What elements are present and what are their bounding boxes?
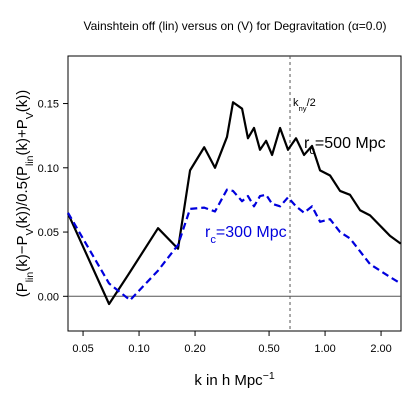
y-axis-label-part: (k)) <box>14 90 31 113</box>
series-label: rc=500 Mpc <box>304 135 386 157</box>
x-axis-label: k in h Mpc−1 <box>194 370 274 389</box>
x-tick-label: 0.50 <box>258 343 279 355</box>
y-axis-label-part: V <box>24 229 36 236</box>
series-label-part: c <box>309 145 315 157</box>
series-label-part: =300 Mpc <box>216 224 287 241</box>
y-tick-label: 0.15 <box>38 99 59 111</box>
plot-frame <box>67 55 402 332</box>
series-label-part: r <box>205 224 211 241</box>
series-line <box>67 188 402 302</box>
x-tick-label: 0.20 <box>184 343 205 355</box>
y-axis-label-part: lin <box>24 155 36 166</box>
x-tick-label: 1.00 <box>314 343 335 355</box>
x-tick-label: 0.10 <box>128 343 149 355</box>
x-tick-label: 0.05 <box>72 343 93 355</box>
y-axis-label-part: (k)−P <box>14 236 31 272</box>
y-tick-label: 0.05 <box>38 227 59 239</box>
y-tick-label: 0.00 <box>38 291 59 303</box>
y-tick-label: 0.10 <box>38 163 59 175</box>
nyquist-label: kny/2 <box>293 97 316 113</box>
series-label: rc=300 Mpc <box>205 224 287 246</box>
x-axis-label-part: −1 <box>263 370 275 382</box>
nyquist-label-part: /2 <box>307 97 316 109</box>
y-axis-label-part: (k))/0.5(P <box>14 166 31 229</box>
series-label-part: r <box>304 135 310 152</box>
y-axis-label-part: lin <box>24 272 36 283</box>
chart-title: Vainshtein off (lin) versus on (V) for D… <box>84 19 387 33</box>
nyquist-label-part: k <box>293 97 299 109</box>
nyquist-label-part: ny <box>299 104 307 113</box>
y-axis-label: (Plin(k)−PV(k))/0.5(Plin(k)+PV(k)) <box>14 90 36 298</box>
series-line <box>66 101 402 306</box>
series-label-part: c <box>210 234 216 246</box>
y-axis-label-part: (k)+P <box>14 119 31 155</box>
y-axis-label-part: (P <box>14 282 31 297</box>
y-axis-label-part: V <box>24 112 36 119</box>
x-tick-label: 2.00 <box>370 343 391 355</box>
x-axis-label-part: k in h Mpc <box>194 372 263 389</box>
series-label-part: =500 Mpc <box>315 135 386 152</box>
